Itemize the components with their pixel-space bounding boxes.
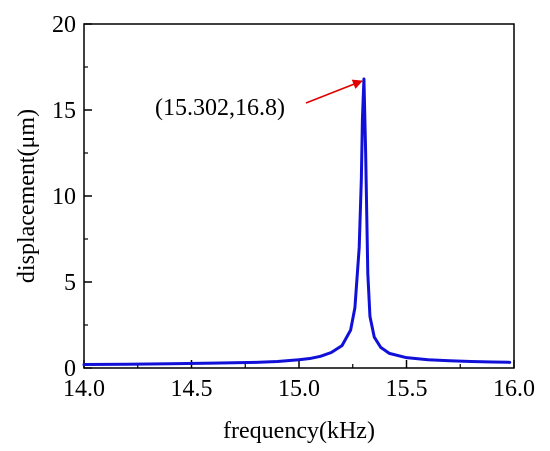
x-tick-label: 14.5 bbox=[171, 376, 213, 402]
plot-frame bbox=[83, 23, 515, 369]
x-tick-label: 14.0 bbox=[63, 376, 105, 402]
y-tick-label: 0 bbox=[64, 356, 76, 382]
x-tick-label: 16.0 bbox=[493, 376, 535, 402]
x-tick-label: 15.5 bbox=[386, 376, 428, 402]
y-axis-title: displacement(μm) bbox=[14, 109, 40, 283]
x-tick-label: 15.0 bbox=[278, 376, 320, 402]
y-tick-label: 15 bbox=[52, 98, 76, 124]
annotation-label: (15.302,16.8) bbox=[155, 95, 285, 121]
y-tick-label: 10 bbox=[52, 184, 76, 210]
x-axis-title: frequency(kHz) bbox=[223, 418, 375, 444]
series-line-0 bbox=[82, 77, 512, 367]
annotation-arrow bbox=[305, 79, 363, 104]
y-tick-label: 20 bbox=[52, 12, 76, 38]
y-tick-label: 5 bbox=[64, 270, 76, 296]
